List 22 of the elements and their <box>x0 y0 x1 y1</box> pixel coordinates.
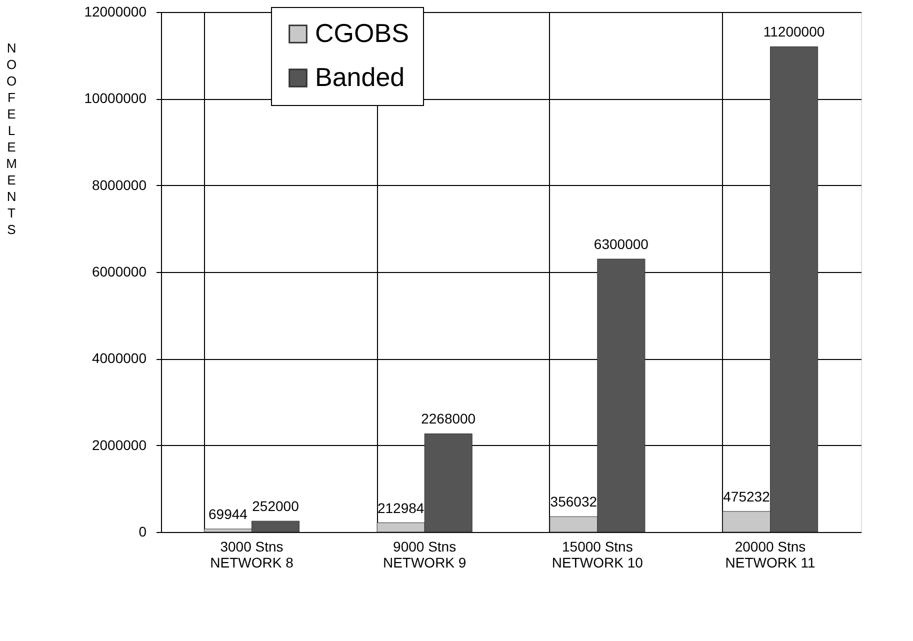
y-tick-label: 4000000 <box>92 350 147 366</box>
data-label: 11200000 <box>763 24 825 40</box>
data-label: 252000 <box>252 498 300 514</box>
y-tick-label: 2000000 <box>92 436 147 453</box>
x-tick-label: 20000 Stns NETWORK 11 <box>725 538 816 570</box>
data-label: 475232 <box>723 488 770 504</box>
data-label: 2268000 <box>421 410 476 427</box>
y-tick-label: 8000000 <box>92 176 147 193</box>
y-tick-label: 12000000 <box>84 4 147 20</box>
y-tick-label: 0 <box>138 524 147 540</box>
data-label: 212984 <box>377 500 424 516</box>
y-tick-label: 10000000 <box>84 90 147 106</box>
text: NO OF ELEMENTS <box>6 40 17 237</box>
legend-label: CGOBS <box>315 18 409 48</box>
x-tick-label: 3000 Stns NETWORK 8 <box>210 538 294 570</box>
x-tick-label: 9000 Stns NETWORK 9 <box>382 538 466 570</box>
x-tick-label: 15000 Stns NETWORK 10 <box>552 538 644 570</box>
legend-label: Banded <box>315 62 405 92</box>
data-label: 69944 <box>208 506 248 522</box>
data-label: 356032 <box>550 494 598 510</box>
data-label: 6300000 <box>594 236 649 252</box>
y-tick-label: 6000000 <box>92 264 147 280</box>
